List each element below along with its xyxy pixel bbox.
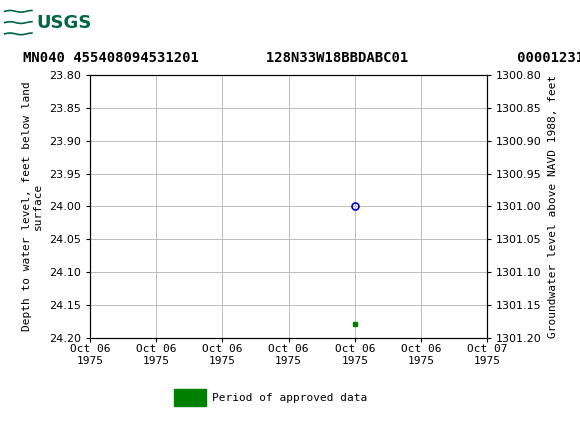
Text: MN040 455408094531201        128N33W18BBDABC01             0000123167: MN040 455408094531201 128N33W18BBDABC01 … bbox=[23, 51, 580, 65]
Y-axis label: Groundwater level above NAVD 1988, feet: Groundwater level above NAVD 1988, feet bbox=[548, 75, 557, 338]
FancyBboxPatch shape bbox=[174, 390, 206, 406]
Text: USGS: USGS bbox=[36, 14, 91, 31]
Y-axis label: Depth to water level, feet below land
surface: Depth to water level, feet below land su… bbox=[21, 82, 44, 331]
Text: Period of approved data: Period of approved data bbox=[212, 393, 367, 403]
FancyBboxPatch shape bbox=[3, 3, 78, 42]
